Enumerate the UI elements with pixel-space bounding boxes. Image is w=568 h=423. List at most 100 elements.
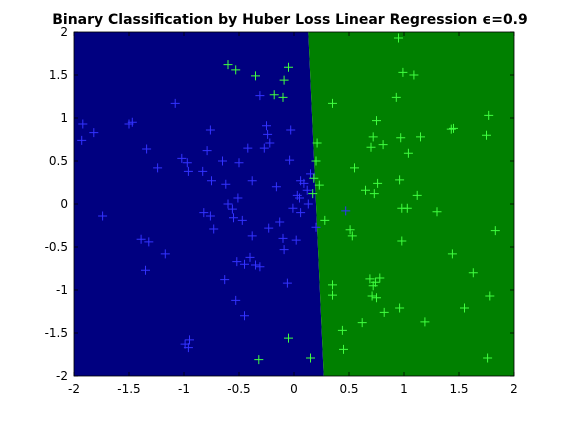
point bbox=[262, 121, 271, 131]
y-tick-label: 0 bbox=[60, 197, 68, 211]
point bbox=[314, 180, 324, 190]
x-tick-label: -0.5 bbox=[227, 382, 250, 396]
point bbox=[485, 291, 495, 301]
point bbox=[142, 144, 152, 154]
point bbox=[255, 262, 265, 272]
point bbox=[308, 189, 318, 199]
point bbox=[160, 249, 170, 259]
point bbox=[144, 237, 154, 247]
point bbox=[198, 166, 208, 176]
point bbox=[234, 158, 244, 168]
point bbox=[341, 206, 351, 216]
point bbox=[177, 153, 187, 163]
point bbox=[269, 90, 279, 100]
point bbox=[247, 231, 257, 241]
point bbox=[170, 98, 180, 108]
point bbox=[482, 130, 491, 140]
point bbox=[312, 138, 322, 148]
point bbox=[265, 138, 275, 148]
point bbox=[412, 190, 422, 200]
point bbox=[182, 158, 192, 168]
chart-title: Binary Classification by Huber Loss Line… bbox=[52, 12, 528, 28]
x-tick-label: 0 bbox=[290, 382, 298, 396]
point bbox=[402, 203, 412, 213]
point bbox=[302, 185, 312, 195]
point bbox=[275, 217, 285, 227]
point bbox=[447, 249, 457, 259]
point bbox=[368, 281, 378, 291]
x-tick-label: 1 bbox=[400, 382, 408, 396]
point bbox=[446, 124, 456, 134]
point bbox=[345, 225, 355, 235]
point bbox=[372, 293, 381, 303]
point bbox=[295, 193, 304, 203]
x-tick-label: -1 bbox=[178, 382, 190, 396]
point bbox=[98, 211, 108, 221]
point bbox=[311, 156, 321, 166]
point bbox=[259, 143, 269, 153]
y-tick-label: -1.5 bbox=[45, 326, 68, 340]
point bbox=[361, 185, 370, 195]
point bbox=[183, 343, 193, 353]
point bbox=[288, 203, 298, 213]
point bbox=[416, 132, 425, 142]
point bbox=[379, 307, 389, 317]
point bbox=[251, 260, 260, 270]
point bbox=[282, 278, 292, 288]
point bbox=[251, 71, 260, 81]
point bbox=[218, 156, 227, 166]
point bbox=[278, 233, 288, 243]
point bbox=[369, 189, 379, 199]
point bbox=[306, 353, 315, 363]
point bbox=[245, 252, 255, 262]
point bbox=[403, 148, 413, 158]
point bbox=[347, 231, 357, 241]
point bbox=[391, 92, 401, 102]
point bbox=[231, 295, 241, 305]
point bbox=[375, 273, 385, 283]
point bbox=[231, 65, 241, 75]
point bbox=[285, 155, 295, 165]
x-tick-label: 0.5 bbox=[339, 382, 358, 396]
point bbox=[243, 143, 253, 153]
point bbox=[328, 98, 337, 108]
point bbox=[291, 235, 301, 245]
point bbox=[205, 211, 215, 221]
point bbox=[373, 178, 383, 188]
point bbox=[136, 234, 146, 244]
point bbox=[202, 146, 212, 156]
x-tick-label: 2 bbox=[510, 382, 518, 396]
y-tick-label: 1.5 bbox=[49, 68, 68, 82]
point bbox=[279, 75, 289, 85]
point bbox=[490, 226, 500, 236]
point bbox=[299, 178, 309, 188]
point bbox=[229, 213, 238, 223]
point bbox=[284, 333, 293, 343]
point bbox=[409, 70, 419, 80]
point bbox=[153, 163, 163, 173]
point bbox=[339, 344, 348, 354]
point bbox=[255, 91, 265, 101]
point bbox=[320, 215, 330, 225]
point bbox=[199, 208, 209, 218]
point bbox=[460, 303, 469, 313]
point bbox=[286, 125, 296, 135]
point bbox=[78, 119, 88, 129]
point bbox=[233, 193, 243, 203]
point bbox=[378, 140, 388, 150]
point bbox=[368, 132, 378, 142]
point bbox=[220, 275, 230, 285]
point bbox=[205, 125, 215, 135]
point bbox=[398, 67, 408, 77]
point bbox=[237, 215, 247, 225]
point bbox=[350, 163, 359, 173]
point bbox=[264, 223, 274, 233]
point bbox=[397, 236, 407, 246]
point bbox=[328, 290, 337, 300]
point bbox=[183, 166, 193, 176]
point bbox=[372, 116, 381, 126]
region bbox=[74, 32, 324, 376]
point bbox=[366, 142, 376, 152]
point bbox=[240, 311, 249, 321]
